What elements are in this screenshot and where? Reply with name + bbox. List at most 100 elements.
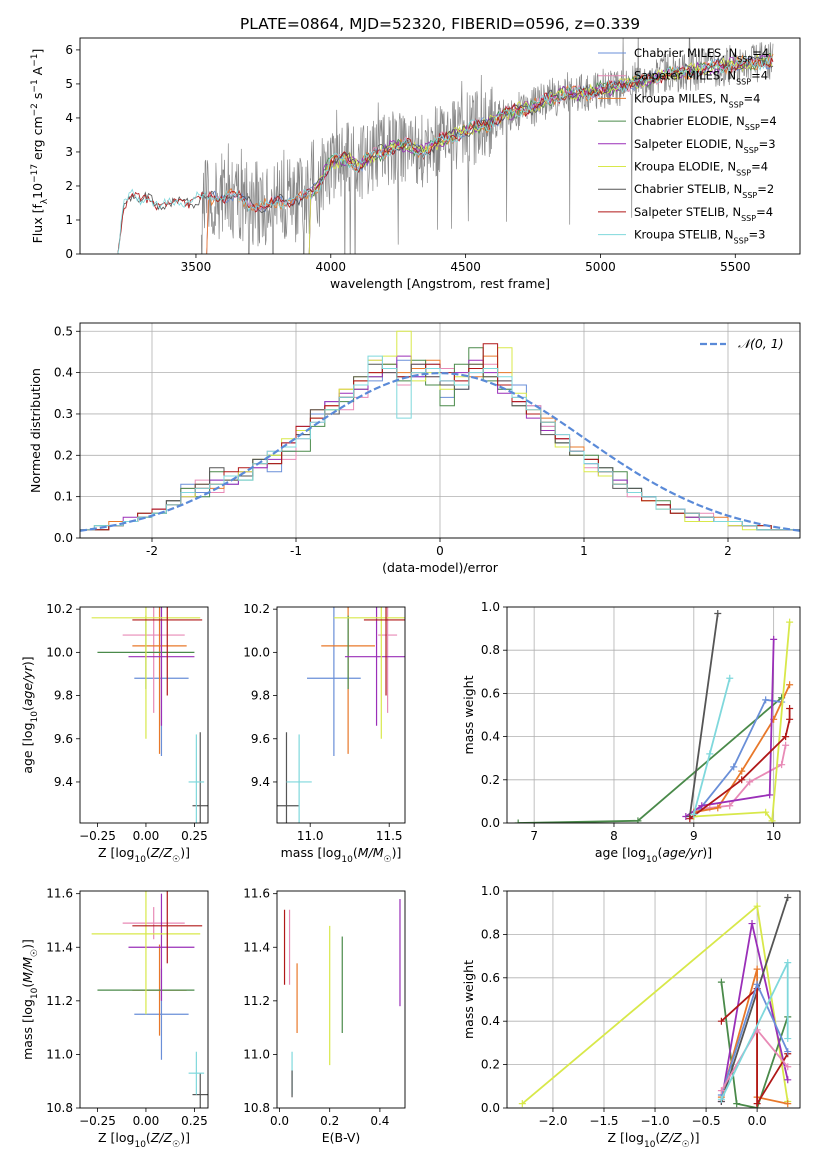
axes-frame (79, 37, 801, 255)
weight-marker (782, 741, 790, 749)
x-tick-label: 0.4 (370, 1114, 389, 1128)
weight-marker (786, 705, 794, 713)
y-tick-label: 2 (65, 179, 73, 193)
y-tick-label: 0.2 (54, 448, 73, 462)
weight-line-chabrier-elodie (720, 981, 789, 1108)
y-tick-label: 0.2 (481, 1058, 500, 1072)
weight-marker (786, 681, 794, 689)
x-axis-label: age [log10(age/yr)] (595, 845, 712, 865)
y-tick-label: 0.1 (54, 490, 73, 504)
spectrum-legend: Chabrier MILES, NSSP=4 Salpeter MILES, NS… (598, 46, 777, 245)
y-tick-label: 11.0 (243, 1047, 270, 1061)
weight-marker (753, 965, 761, 973)
x-tick-label: 0.2 (320, 1114, 339, 1128)
weight-marker (770, 635, 778, 643)
x-tick-label: −0.25 (79, 1114, 116, 1128)
legend-label: Chabrier ELODIE, NSSP=4 (634, 114, 777, 132)
y-tick-label: 3 (65, 145, 73, 159)
x-tick-label: 0.00 (133, 829, 160, 843)
y-tick-label: 0.6 (481, 686, 500, 700)
weight-marker (784, 959, 792, 967)
axes-mass_vs_ebv: 0.0 0.2 0.4 10.8 11.0 11.2 11.4 11.6 E(B-V) (243, 887, 406, 1145)
y-tick-label: 9.8 (54, 689, 73, 703)
weight-marker (706, 750, 714, 758)
x-tick-label: 11.5 (376, 829, 403, 843)
y-tick-label: 0 (65, 247, 73, 261)
y-tick-label: 11.2 (46, 994, 73, 1008)
x-axis-label: mass [log10(M/M☉)] (281, 845, 402, 865)
axes-frame (276, 890, 406, 1109)
weight-marker (746, 778, 754, 786)
y-tick-label: 10.8 (243, 1101, 270, 1115)
charts-layer: 3500 4000 4500 5000 5500 0 1 2 3 4 5 6 wavelength [A… (20, 37, 801, 1150)
weight-marker (698, 802, 706, 810)
weight-marker (733, 1100, 741, 1108)
errorbar-plot (91, 607, 208, 823)
x-tick-label: 10 (766, 829, 781, 843)
x-axis-label: (data-model)/error (382, 560, 499, 575)
weight-line-salpeter-miles (693, 745, 787, 814)
weight-marker (778, 761, 786, 769)
x-tick-label: 0.0 (270, 1114, 289, 1128)
weight-marker (738, 767, 746, 775)
y-tick-label: 11.0 (46, 1047, 73, 1061)
weight-marker (784, 1100, 792, 1108)
weight-marker (518, 1100, 526, 1108)
x-tick-label: 2 (724, 544, 732, 558)
weight-marker (762, 696, 770, 704)
weight-marker (717, 978, 725, 986)
y-tick-label: 0.0 (481, 816, 500, 830)
y-tick-label: 5 (65, 77, 73, 91)
legend-label: Chabrier STELIB, NSSP=2 (634, 182, 774, 200)
histogram-kroupa-stelib (80, 355, 800, 531)
y-tick-label: 0.4 (481, 1014, 500, 1028)
x-tick-label: −2.0 (538, 1114, 567, 1128)
x-tick-label: 5500 (720, 260, 751, 274)
axes-frame (506, 606, 801, 824)
x-tick-label: 11.0 (297, 829, 324, 843)
weight-marker (784, 1076, 792, 1084)
y-tick-label: 1.0 (481, 600, 500, 614)
y-tick-label: 1 (65, 213, 73, 227)
histogram-plot (80, 330, 800, 532)
gaussian-curve (80, 371, 800, 532)
axes-weight_vs_Z: −2.0 −1.5 −1.0 −0.5 0.0 0.0 0.2 0.4 0.6 0.8 1.0 Z [… (461, 884, 801, 1150)
y-tick-label: 0.4 (481, 730, 500, 744)
x-tick-label: 7 (530, 829, 538, 843)
weight-marker (768, 817, 776, 823)
axes-frame (506, 890, 801, 1109)
y-tick-label: 9.8 (251, 689, 270, 703)
legend-label: Kroupa ELODIE, NSSP=4 (634, 160, 768, 178)
y-tick-label: 9.4 (251, 775, 270, 789)
weight-marker (717, 1087, 725, 1095)
x-axis-label: wavelength [Angstrom, rest frame] (330, 276, 550, 291)
weight-marker (784, 1048, 792, 1056)
weight-marker (714, 609, 722, 617)
weight-marker (753, 980, 761, 988)
y-axis-label: Normed distribution (28, 368, 43, 493)
weight-marker (514, 819, 522, 823)
x-tick-label: -2 (146, 544, 158, 558)
x-tick-label: 5000 (585, 260, 616, 274)
y-tick-label: 11.4 (243, 940, 270, 954)
y-tick-label: 0.3 (54, 407, 73, 421)
legend-label: Kroupa MILES, NSSP=4 (634, 91, 760, 109)
errorbar-plot (91, 891, 208, 1108)
x-tick-label: 4000 (316, 260, 347, 274)
weight-marker (784, 1035, 792, 1043)
y-tick-label: 1.0 (481, 884, 500, 898)
y-tick-label: 10.2 (46, 602, 73, 616)
y-tick-label: 0.5 (54, 324, 73, 338)
weight-marker (686, 815, 694, 823)
weight-marker (726, 674, 734, 682)
legend-label: Salpeter ELODIE, NSSP=3 (634, 137, 776, 155)
weight-marker (748, 920, 756, 928)
y-tick-label: 0.6 (481, 971, 500, 985)
x-axis-label: Z [log10(Z/Z☉)] (608, 1130, 700, 1150)
weight-marker (690, 810, 698, 818)
axes-mass_vs_Z: −0.25 0.00 0.25 10.8 11.0 11.2 11.4 11.6 Z [log1… (20, 887, 209, 1150)
y-axis-label: Flux [fλ10−17 erg cm−2 s−1 A−1] (30, 49, 50, 244)
y-tick-label: 9.6 (251, 732, 270, 746)
axes-frame (79, 322, 801, 539)
